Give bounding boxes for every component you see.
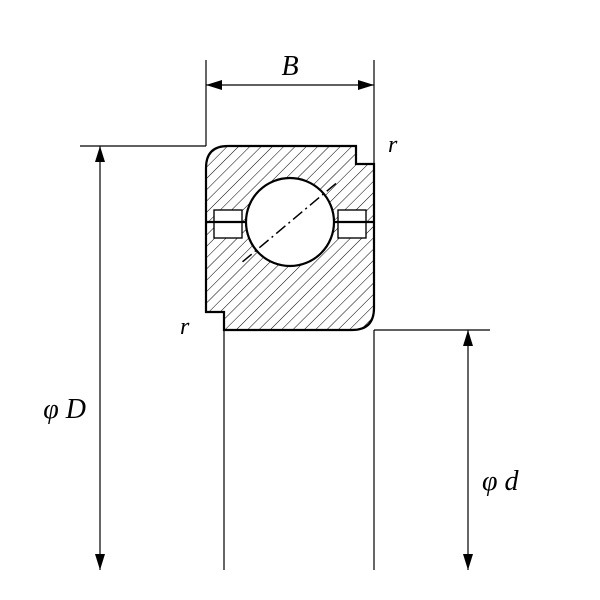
label-r-bottom: r — [180, 314, 190, 340]
cross-section — [206, 146, 374, 330]
dimension-phi-D: φ D — [43, 146, 206, 570]
label-phi-d: φ d — [482, 466, 519, 497]
label-B: B — [281, 51, 298, 82]
label-r-top: r — [388, 132, 398, 158]
dimension-phi-d: φ d — [374, 330, 519, 570]
label-phi-D: φ D — [43, 394, 86, 425]
bearing-cross-section-diagram: B φ D φ d — [0, 0, 600, 600]
